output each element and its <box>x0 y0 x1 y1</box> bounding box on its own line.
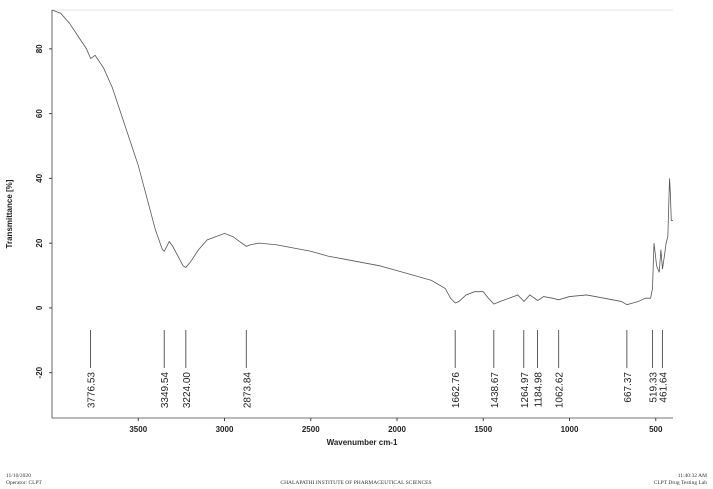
footer-operator: Operator: CLPT <box>6 480 43 486</box>
footer-date: 11/10/2020 <box>6 473 31 479</box>
y-tick-label: 20 <box>35 238 44 247</box>
x-tick-label: 2500 <box>302 425 320 434</box>
peak-label: 3776.53 <box>87 372 98 409</box>
y-tick-label: 40 <box>35 173 44 182</box>
spectrum-line <box>51 9 673 306</box>
x-axis-label: Wavenumber cm-1 <box>327 438 398 447</box>
x-tick-label: 500 <box>649 425 663 434</box>
footer-time: 11:40:32 AM <box>678 473 707 479</box>
y-tick-label: 60 <box>35 109 44 118</box>
peak-label: 1184.98 <box>534 372 545 408</box>
peak-label: 3349.54 <box>160 372 171 409</box>
y-tick-label: 80 <box>35 44 44 53</box>
x-tick-label: 2000 <box>388 425 406 434</box>
x-tick-label: 1000 <box>561 425 579 434</box>
peak-label: 519.33 <box>648 372 659 403</box>
peak-label: 1264.97 <box>520 372 531 409</box>
y-axis-label: Transmittance [%] <box>5 179 14 248</box>
y-tick-label: 0 <box>35 305 44 310</box>
peak-label: 1438.67 <box>490 372 501 409</box>
x-tick-label: 1500 <box>474 425 492 434</box>
peak-label: 461.64 <box>658 372 669 403</box>
peak-label: 1662.76 <box>451 372 462 409</box>
footer-institute: CHALAPATHI INSTITUTE OF PHARMACEUTICAL S… <box>280 480 431 486</box>
x-tick-label: 3500 <box>129 425 147 434</box>
footer-lab: CLPT Drug Testing Lab <box>654 480 708 486</box>
peak-label: 1062.62 <box>555 372 566 409</box>
peak-label: 2873.84 <box>242 372 253 409</box>
peak-label: 667.37 <box>623 372 634 403</box>
y-tick-label: -20 <box>35 366 44 378</box>
peak-label: 3224.00 <box>182 372 193 409</box>
x-tick-label: 3000 <box>216 425 234 434</box>
